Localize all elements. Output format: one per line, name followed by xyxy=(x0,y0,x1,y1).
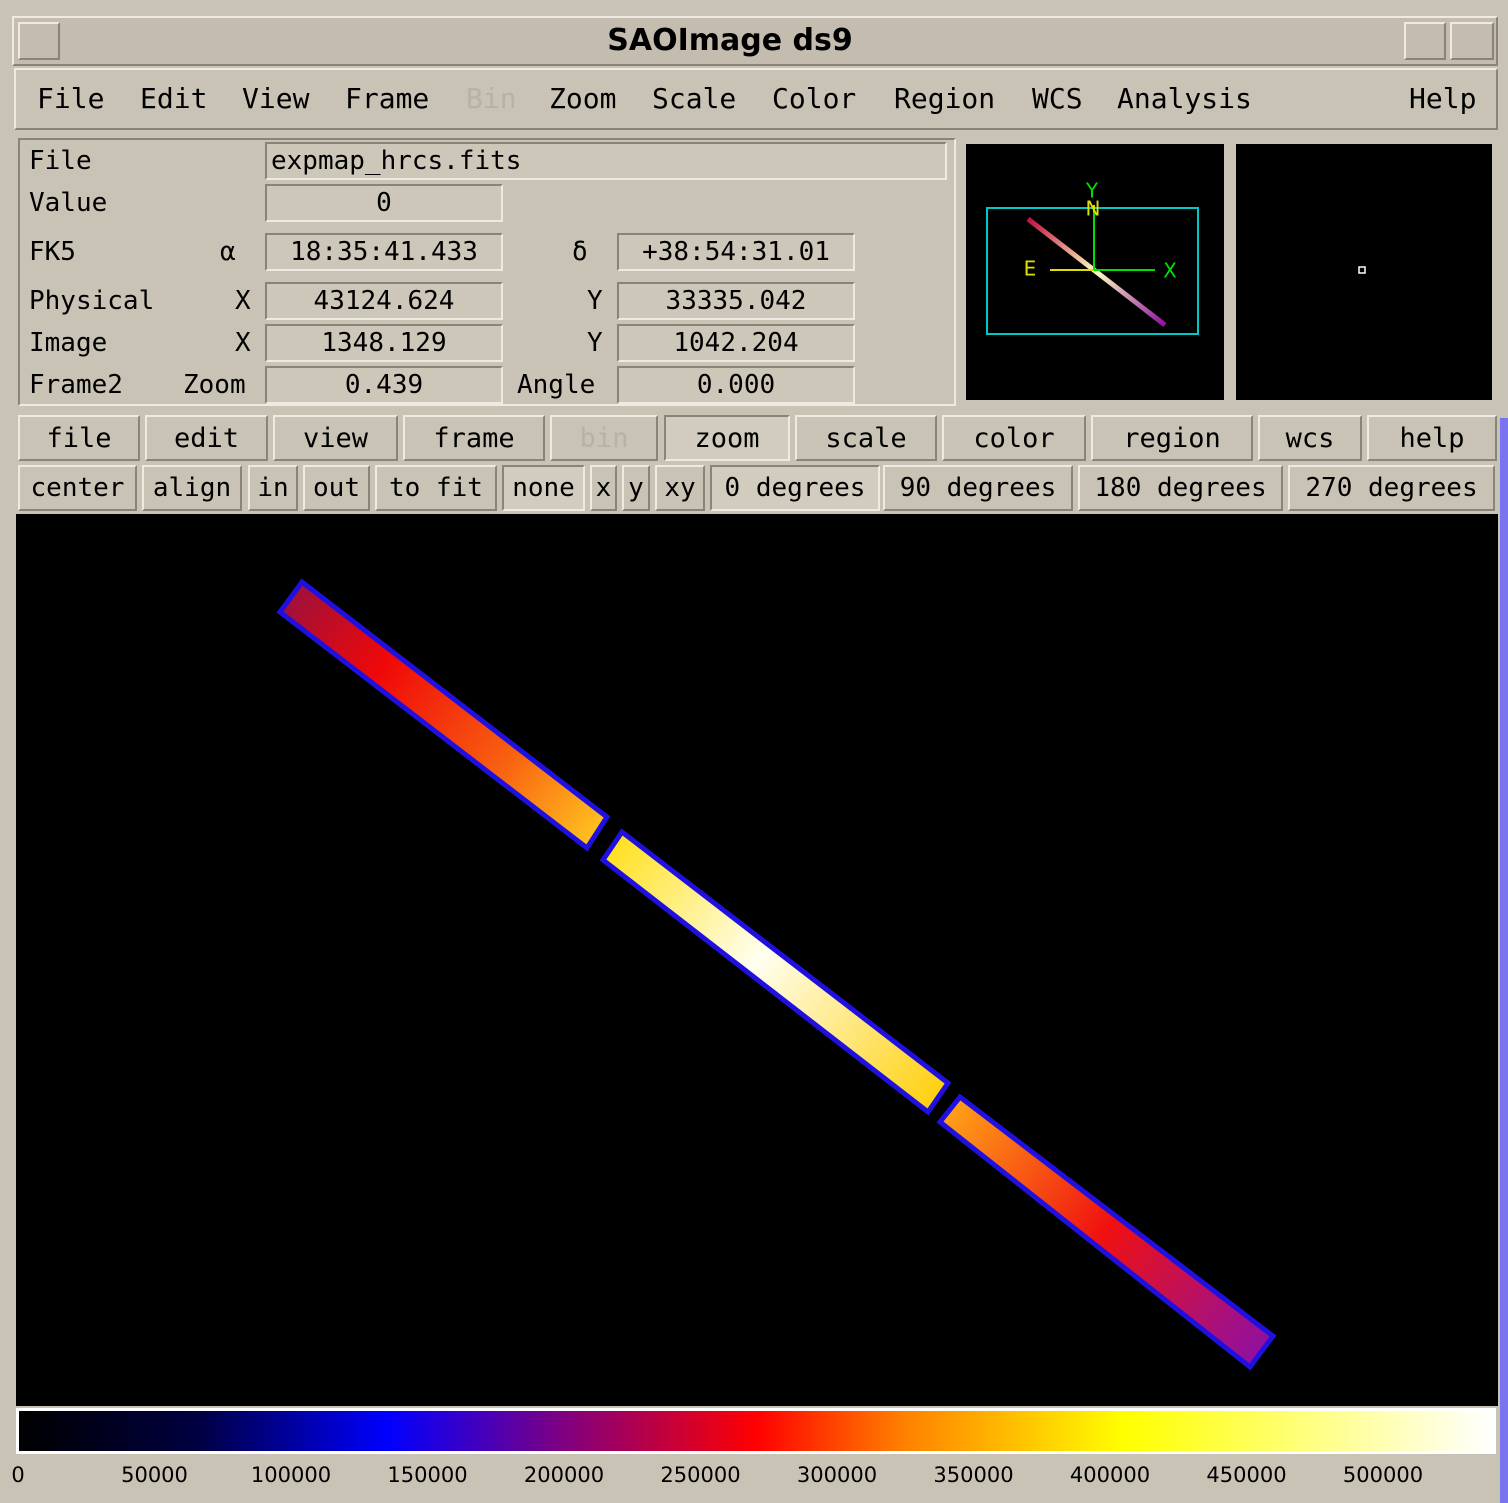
button[interactable]: scale xyxy=(795,415,937,461)
menu-item[interactable]: Frame xyxy=(345,80,429,118)
info-label: Image xyxy=(29,328,107,358)
colorbar-tick-label: 150000 xyxy=(387,1463,467,1487)
button[interactable]: wcs xyxy=(1258,415,1362,461)
colorbar-tick-label: 250000 xyxy=(660,1463,740,1487)
button[interactable]: 90 degrees xyxy=(883,465,1073,511)
ds9-window: SAOImage ds9 xyxy=(0,0,1508,1503)
colorbar-tick-label: 100000 xyxy=(251,1463,331,1487)
info-label: Value xyxy=(29,188,107,218)
button[interactable]: out xyxy=(303,465,370,511)
info-field: 43124.624 xyxy=(265,282,503,320)
info-label: Y xyxy=(587,328,603,358)
info-field: 1042.204 xyxy=(617,324,855,362)
info-label: File xyxy=(29,146,92,176)
button[interactable]: xy xyxy=(655,465,705,511)
button[interactable]: align xyxy=(142,465,242,511)
button[interactable]: help xyxy=(1367,415,1497,461)
magnifier xyxy=(1236,144,1492,400)
info-field: 0.439 xyxy=(265,366,503,404)
button[interactable]: x xyxy=(590,465,617,511)
colorbar-tick-label: 350000 xyxy=(933,1463,1013,1487)
info-label: α xyxy=(220,237,236,267)
info-field: 0 xyxy=(265,184,503,222)
menu-item[interactable]: View xyxy=(242,80,309,118)
menu-item[interactable]: Analysis xyxy=(1117,80,1252,118)
menu-item[interactable]: WCS xyxy=(1032,80,1083,118)
button[interactable]: none xyxy=(502,465,585,511)
button[interactable]: view xyxy=(273,415,398,461)
colorbar-tick-label: 200000 xyxy=(524,1463,604,1487)
info-field: expmap_hrcs.fits xyxy=(265,142,947,180)
colorbar-tick-label: 300000 xyxy=(797,1463,877,1487)
compass-label: N xyxy=(1086,197,1101,221)
button[interactable]: 270 degrees xyxy=(1288,465,1495,511)
info-label: Physical xyxy=(29,286,154,316)
info-label: X xyxy=(235,328,251,358)
menu-item[interactable]: Edit xyxy=(140,80,207,118)
info-label: δ xyxy=(572,237,588,267)
info-label: Angle xyxy=(517,370,595,400)
button[interactable]: file xyxy=(18,415,140,461)
compass-label: E xyxy=(1024,257,1037,281)
menu-item[interactable]: Zoom xyxy=(549,80,616,118)
button[interactable]: in xyxy=(248,465,298,511)
button[interactable]: 0 degrees xyxy=(710,465,880,511)
info-field: 33335.042 xyxy=(617,282,855,320)
menu-item[interactable]: Scale xyxy=(652,80,736,118)
menu-item: Bin xyxy=(466,80,517,118)
button[interactable]: center xyxy=(18,465,137,511)
button[interactable]: frame xyxy=(403,415,545,461)
info-field: 18:35:41.433 xyxy=(265,233,503,271)
menu-item[interactable]: Help xyxy=(1409,80,1476,118)
colorbar xyxy=(19,1411,1493,1451)
menu-item[interactable]: Region xyxy=(894,80,995,118)
info-field: +38:54:31.01 xyxy=(617,233,855,271)
info-label: X xyxy=(235,286,251,316)
button[interactable]: y xyxy=(622,465,650,511)
menu-item[interactable]: File xyxy=(37,80,104,118)
button[interactable]: to fit xyxy=(375,465,497,511)
button[interactable]: region xyxy=(1091,415,1253,461)
colorbar-tick-label: 450000 xyxy=(1206,1463,1286,1487)
button[interactable]: color xyxy=(942,415,1086,461)
info-label: Frame2 xyxy=(29,370,123,400)
colorbar-tick-label: 0 xyxy=(11,1463,24,1487)
graphics: Y N E X 0 50000 100000 150000 200000 250000 300000… xyxy=(0,0,1508,1503)
button[interactable]: 180 degrees xyxy=(1078,465,1283,511)
info-label: Y xyxy=(587,286,603,316)
menu-item[interactable]: Color xyxy=(772,80,856,118)
info-field: 0.000 xyxy=(617,366,855,404)
info-label: Zoom xyxy=(183,370,246,400)
info-label: FK5 xyxy=(29,237,76,267)
colorbar-tick-label: 400000 xyxy=(1070,1463,1150,1487)
button[interactable]: zoom xyxy=(664,415,790,461)
button[interactable]: edit xyxy=(145,415,268,461)
button: bin xyxy=(550,415,658,461)
colorbar-tick-label: 500000 xyxy=(1343,1463,1423,1487)
compass-label: X xyxy=(1163,259,1177,283)
colorbar-tick-label: 50000 xyxy=(121,1463,188,1487)
info-field: 1348.129 xyxy=(265,324,503,362)
